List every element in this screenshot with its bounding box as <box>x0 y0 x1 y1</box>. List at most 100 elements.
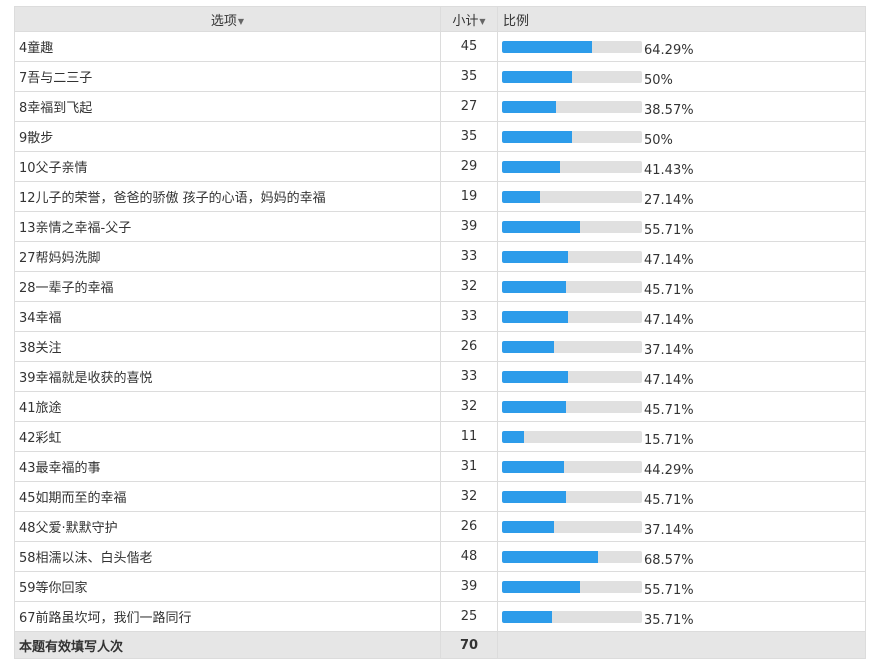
progress-bar <box>502 490 642 503</box>
percent-label: 68.57% <box>644 553 694 568</box>
table-row: 38关注 26 37.14% <box>14 331 866 362</box>
option-cell: 38关注 <box>14 331 441 362</box>
percent-label: 45.71% <box>644 493 694 508</box>
ratio-cell: 37.14% <box>497 331 866 362</box>
table-row: 39幸福就是收获的喜悦 33 47.14% <box>14 361 866 392</box>
ratio-cell: 27.14% <box>497 181 866 212</box>
option-cell: 59等你回家 <box>14 571 441 602</box>
percent-label: 45.71% <box>644 403 694 418</box>
table-row: 4童趣 45 64.29% <box>14 31 866 62</box>
table-row: 7吾与二三子 35 50% <box>14 61 866 92</box>
percent-label: 50% <box>644 133 673 148</box>
option-cell: 12儿子的荣誉，爸爸的骄傲 孩子的心语，妈妈的幸福 <box>14 181 441 212</box>
percent-label: 37.14% <box>644 523 694 538</box>
count-cell: 39 <box>440 571 498 602</box>
table-row: 58相濡以沫、白头偕老 48 68.57% <box>14 541 866 572</box>
table-header: 选项▼ 小计▼ 比例 <box>14 6 866 32</box>
progress-bar-fill <box>502 460 564 473</box>
option-cell: 39幸福就是收获的喜悦 <box>14 361 441 392</box>
progress-bar-fill <box>502 520 554 533</box>
option-cell: 13亲情之幸福-父子 <box>14 211 441 242</box>
table-row: 42彩虹 11 15.71% <box>14 421 866 452</box>
footer-total: 70 <box>440 631 498 659</box>
progress-bar <box>502 310 642 323</box>
header-count[interactable]: 小计▼ <box>440 6 498 32</box>
table-row: 9散步 35 50% <box>14 121 866 152</box>
ratio-cell: 44.29% <box>497 451 866 482</box>
percent-label: 37.14% <box>644 343 694 358</box>
option-cell: 58相濡以沫、白头偕老 <box>14 541 441 572</box>
footer-label: 本题有效填写人次 <box>14 631 441 659</box>
sort-down-icon[interactable]: ▼ <box>237 16 245 26</box>
ratio-cell: 38.57% <box>497 91 866 122</box>
option-cell: 67前路虽坎坷，我们一路同行 <box>14 601 441 632</box>
progress-bar <box>502 160 642 173</box>
progress-bar <box>502 370 642 383</box>
table-row: 41旅途 32 45.71% <box>14 391 866 422</box>
table-body: 4童趣 45 64.29% 7吾与二三子 35 50% 8幸福到飞起 27 38.57% 9散步 3… <box>14 31 866 632</box>
progress-bar-fill <box>502 220 580 233</box>
percent-label: 35.71% <box>644 613 694 628</box>
percent-label: 47.14% <box>644 313 694 328</box>
progress-bar-fill <box>502 430 524 443</box>
count-cell: 19 <box>440 181 498 212</box>
count-cell: 31 <box>440 451 498 482</box>
progress-bar-fill <box>502 400 566 413</box>
table-row: 45如期而至的幸福 32 45.71% <box>14 481 866 512</box>
option-cell: 7吾与二三子 <box>14 61 441 92</box>
progress-bar <box>502 610 642 623</box>
ratio-cell: 45.71% <box>497 271 866 302</box>
percent-label: 44.29% <box>644 463 694 478</box>
percent-label: 55.71% <box>644 583 694 598</box>
table-row: 43最幸福的事 31 44.29% <box>14 451 866 482</box>
ratio-cell: 37.14% <box>497 511 866 542</box>
progress-bar <box>502 520 642 533</box>
footer-empty-cell <box>497 631 866 659</box>
option-cell: 10父子亲情 <box>14 151 441 182</box>
progress-bar <box>502 580 642 593</box>
progress-bar-fill <box>502 40 592 53</box>
progress-bar-fill <box>502 250 568 263</box>
progress-bar <box>502 130 642 143</box>
option-cell: 9散步 <box>14 121 441 152</box>
header-ratio-label: 比例 <box>503 13 530 29</box>
progress-bar <box>502 220 642 233</box>
progress-bar-fill <box>502 370 568 383</box>
table-row: 8幸福到飞起 27 38.57% <box>14 91 866 122</box>
progress-bar <box>502 340 642 353</box>
ratio-cell: 64.29% <box>497 31 866 62</box>
table-row: 27帮妈妈洗脚 33 47.14% <box>14 241 866 272</box>
option-cell: 43最幸福的事 <box>14 451 441 482</box>
percent-label: 47.14% <box>644 253 694 268</box>
table-row: 34幸福 33 47.14% <box>14 301 866 332</box>
count-cell: 26 <box>440 331 498 362</box>
count-cell: 33 <box>440 241 498 272</box>
ratio-cell: 47.14% <box>497 241 866 272</box>
results-table-container: 选项▼ 小计▼ 比例 4童趣 45 64.29% 7吾与二三子 35 50% 8幸福到飞起 2… <box>14 6 866 659</box>
option-cell: 45如期而至的幸福 <box>14 481 441 512</box>
count-cell: 33 <box>440 301 498 332</box>
progress-bar <box>502 190 642 203</box>
progress-bar <box>502 430 642 443</box>
percent-label: 27.14% <box>644 193 694 208</box>
count-cell: 25 <box>440 601 498 632</box>
progress-bar-fill <box>502 190 540 203</box>
ratio-cell: 35.71% <box>497 601 866 632</box>
percent-label: 45.71% <box>644 283 694 298</box>
progress-bar <box>502 460 642 473</box>
count-cell: 32 <box>440 271 498 302</box>
progress-bar-fill <box>502 160 560 173</box>
sort-down-icon[interactable]: ▼ <box>479 16 486 26</box>
table-row: 48父爱·默默守护 26 37.14% <box>14 511 866 542</box>
progress-bar-fill <box>502 310 568 323</box>
progress-bar-fill <box>502 340 554 353</box>
header-option[interactable]: 选项▼ <box>14 6 441 32</box>
results-table: 选项▼ 小计▼ 比例 4童趣 45 64.29% 7吾与二三子 35 50% 8幸福到飞起 2… <box>14 6 866 659</box>
progress-bar-fill <box>502 610 552 623</box>
percent-label: 47.14% <box>644 373 694 388</box>
percent-label: 64.29% <box>644 43 694 58</box>
count-cell: 11 <box>440 421 498 452</box>
table-row: 12儿子的荣誉，爸爸的骄傲 孩子的心语，妈妈的幸福 19 27.14% <box>14 181 866 212</box>
header-ratio: 比例 <box>497 6 866 32</box>
progress-bar <box>502 100 642 113</box>
